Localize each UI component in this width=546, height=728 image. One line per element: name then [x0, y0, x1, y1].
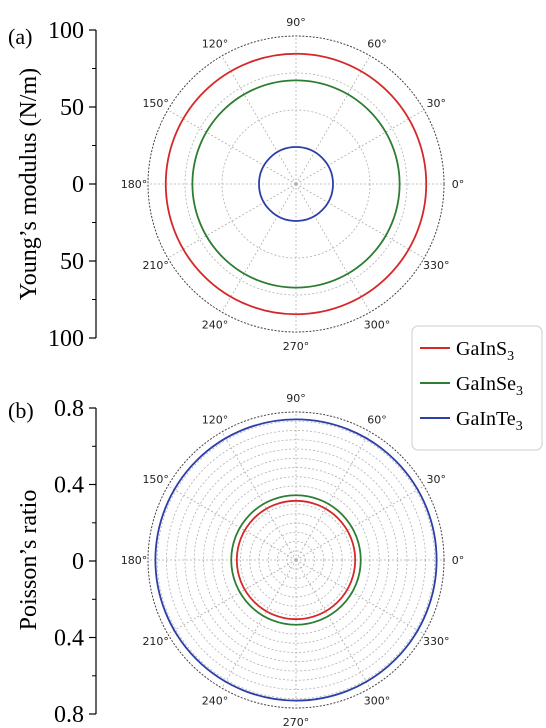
angle-tick-label: 330° — [423, 635, 450, 648]
grid-ring — [267, 531, 325, 589]
series-gainte3 — [258, 146, 334, 222]
y-tick-label: 50 — [60, 95, 84, 121]
grid-spoke — [295, 485, 425, 561]
angle-tick-label: 0° — [452, 554, 465, 567]
panel-b-series — [154, 418, 438, 702]
angle-tick-label: 210° — [142, 635, 169, 648]
y-tick-label: 0.4 — [54, 473, 84, 499]
panel-a-angle-ticks: 0° 30° 60° 90° 120° 150° 180° 210° 240° 270° 300° 3… — [121, 16, 465, 353]
angle-tick-label: 270° — [283, 340, 310, 353]
panel-a-ylabel: Young’s modulus (N/m) — [16, 68, 42, 300]
grid-spoke — [295, 431, 371, 561]
y-tick-label: 0.8 — [54, 396, 84, 422]
legend-label: GaInS3 — [456, 338, 514, 364]
y-tick-label: 0.8 — [54, 702, 84, 728]
panel-a-youngs-modulus: (a) Young’s modulus (N/m) 100 50 0 50 100 0°… — [8, 16, 464, 353]
angle-tick-label: 120° — [202, 38, 229, 51]
angle-tick-label: 210° — [142, 259, 169, 272]
y-tick-label: 0.4 — [54, 626, 84, 652]
angle-tick-label: 180° — [121, 554, 148, 567]
grid-ring — [184, 72, 408, 296]
grid-spoke — [221, 431, 297, 561]
legend-label: GaInSe3 — [456, 373, 523, 399]
grid-spoke — [295, 55, 371, 185]
y-tick-label: 0 — [72, 549, 84, 575]
legend: GaInS3 GaInSe3 GaInTe3 — [411, 325, 543, 451]
grid-spoke — [167, 109, 297, 185]
grid-spoke — [295, 183, 425, 259]
panel-a-y-axis: 100 50 0 50 100 — [48, 18, 97, 352]
panel-b-poissons-ratio: (b) Poisson’s ratio 0.8 0.4 0 0.4 0.8 0° 30° 6… — [8, 392, 464, 728]
y-tick-label: 100 — [48, 18, 84, 44]
grid-spoke — [295, 559, 425, 635]
angle-tick-label: 150° — [142, 97, 169, 110]
grid-spoke — [221, 55, 297, 185]
angle-tick-label: 0° — [452, 178, 465, 191]
y-tick-label: 50 — [60, 249, 84, 275]
angle-tick-label: 300° — [364, 318, 391, 331]
angle-tick-label: 90° — [286, 16, 306, 29]
angle-tick-label: 120° — [202, 414, 229, 427]
grid-ring — [212, 476, 380, 644]
outer-ring — [147, 411, 445, 709]
grid-spoke — [221, 183, 297, 313]
series-gainse3 — [230, 494, 362, 626]
panel-b-polar-grid — [147, 411, 445, 709]
angle-tick-label: 30° — [427, 97, 447, 110]
series-gains3 — [164, 52, 428, 316]
angle-tick-label: 180° — [121, 178, 148, 191]
panel-a-label: (a) — [8, 24, 32, 49]
y-tick-label: 100 — [48, 326, 84, 352]
angle-tick-label: 60° — [367, 38, 387, 51]
angle-tick-label: 60° — [367, 414, 387, 427]
grid-ring — [240, 504, 352, 616]
angle-tick-label: 30° — [427, 473, 447, 486]
panel-b-ylabel: Poisson’s ratio — [16, 490, 42, 631]
angle-tick-label: 330° — [423, 259, 450, 272]
grid-spoke — [167, 485, 297, 561]
panel-b-label: (b) — [8, 398, 34, 423]
series-gains3 — [235, 499, 357, 621]
angle-tick-label: 240° — [202, 318, 229, 331]
grid-ring — [156, 420, 436, 700]
angle-tick-label: 150° — [142, 473, 169, 486]
grid-ring — [184, 448, 408, 672]
series-gainse3 — [191, 79, 401, 289]
grid-ring — [277, 541, 315, 579]
grid-spoke — [295, 109, 425, 185]
grid-spoke — [295, 183, 371, 313]
grid-spoke — [167, 559, 297, 635]
panel-b-y-axis: 0.8 0.4 0 0.4 0.8 — [54, 396, 97, 728]
angle-tick-label: 90° — [286, 392, 306, 405]
y-tick-label: 0 — [72, 172, 84, 198]
grid-ring — [249, 513, 343, 607]
legend-label: GaInTe3 — [456, 408, 523, 434]
grid-spoke — [167, 183, 297, 259]
outer-ring — [147, 35, 445, 333]
angle-tick-label: 300° — [364, 694, 391, 707]
angle-tick-label: 240° — [202, 694, 229, 707]
series-gainte3 — [154, 418, 438, 702]
angle-tick-label: 270° — [283, 716, 310, 728]
panel-a-series — [164, 52, 428, 316]
grid-spoke — [221, 559, 297, 689]
panel-b-angle-ticks: 0° 30° 60° 90° 120° 150° 180° 210° 240° 270° 300° 3… — [121, 392, 465, 728]
grid-spoke — [295, 559, 371, 689]
